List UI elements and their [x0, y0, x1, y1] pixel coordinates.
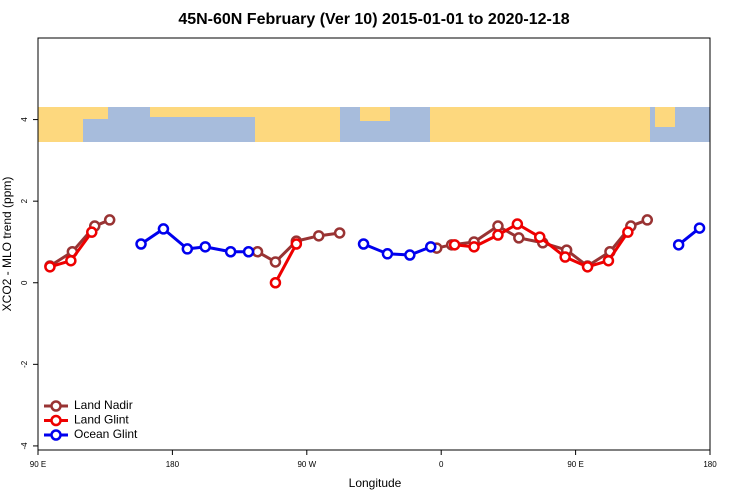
map-land	[255, 107, 340, 142]
x-tick-label: 90 E	[567, 460, 583, 469]
map-land	[38, 107, 108, 119]
point	[468, 241, 480, 253]
legend-marker	[50, 414, 62, 427]
point	[513, 232, 525, 244]
y-tick-label: 0	[20, 280, 29, 285]
legend-label: Land Nadir	[74, 398, 133, 412]
x-axis-label: Longitude	[349, 476, 402, 490]
point	[44, 261, 56, 273]
x-tick-label: 180	[703, 460, 717, 469]
point	[269, 256, 282, 268]
point	[581, 261, 594, 273]
point	[157, 223, 170, 235]
y-tick-label: -2	[20, 360, 29, 368]
legend-marker	[50, 429, 62, 441]
map-band	[38, 107, 710, 142]
x-tick-label: 90 W	[297, 460, 316, 469]
point	[602, 254, 615, 267]
map-land	[430, 107, 650, 142]
point	[641, 214, 654, 226]
point	[103, 214, 116, 226]
y-tick-label: 2	[20, 198, 29, 203]
legend-marker	[50, 400, 62, 412]
legend-label: Land Glint	[74, 413, 129, 427]
point	[693, 222, 706, 234]
point	[511, 218, 524, 230]
point	[312, 230, 325, 242]
point	[424, 241, 437, 253]
point	[242, 246, 255, 258]
point	[86, 226, 98, 238]
chart-title: 45N-60N February (Ver 10) 2015-01-01 to …	[178, 11, 569, 28]
y-axis-label: XCO2 - MLO trend (ppm)	[0, 177, 14, 312]
point	[404, 249, 416, 261]
y-tick-label: 4	[20, 117, 29, 122]
point	[199, 241, 212, 253]
point	[181, 243, 194, 255]
point	[492, 229, 504, 241]
map-land	[360, 107, 390, 121]
point	[622, 226, 634, 238]
point	[251, 246, 264, 258]
point	[559, 251, 571, 263]
x-tick-label: 0	[439, 460, 444, 469]
map-land	[38, 119, 83, 142]
point	[672, 239, 685, 251]
point	[534, 231, 546, 243]
x-tick-label: 90 E	[30, 460, 46, 469]
point	[290, 238, 303, 250]
y-tick-label: -4	[20, 442, 29, 450]
point	[135, 238, 147, 250]
point	[65, 254, 77, 267]
point	[224, 246, 237, 258]
map-land	[655, 107, 675, 127]
point	[381, 248, 394, 260]
x-tick-label: 180	[166, 460, 180, 469]
legend-label: Ocean Glint	[74, 427, 138, 441]
point	[492, 220, 504, 232]
point	[333, 227, 346, 239]
point	[269, 277, 282, 289]
plot-frame	[37, 37, 711, 451]
point	[357, 238, 370, 250]
point	[448, 239, 461, 251]
map-land	[150, 107, 255, 117]
